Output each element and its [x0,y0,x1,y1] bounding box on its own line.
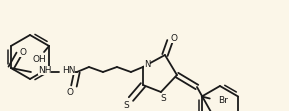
Text: N: N [144,59,150,68]
Text: Br: Br [218,96,228,105]
Text: O: O [171,34,177,43]
Text: S: S [160,93,166,102]
Text: OH: OH [32,55,46,63]
Text: NH: NH [38,65,51,74]
Text: O: O [66,87,73,96]
Text: S: S [123,100,129,109]
Text: HN: HN [62,65,75,74]
Text: O: O [19,48,27,56]
